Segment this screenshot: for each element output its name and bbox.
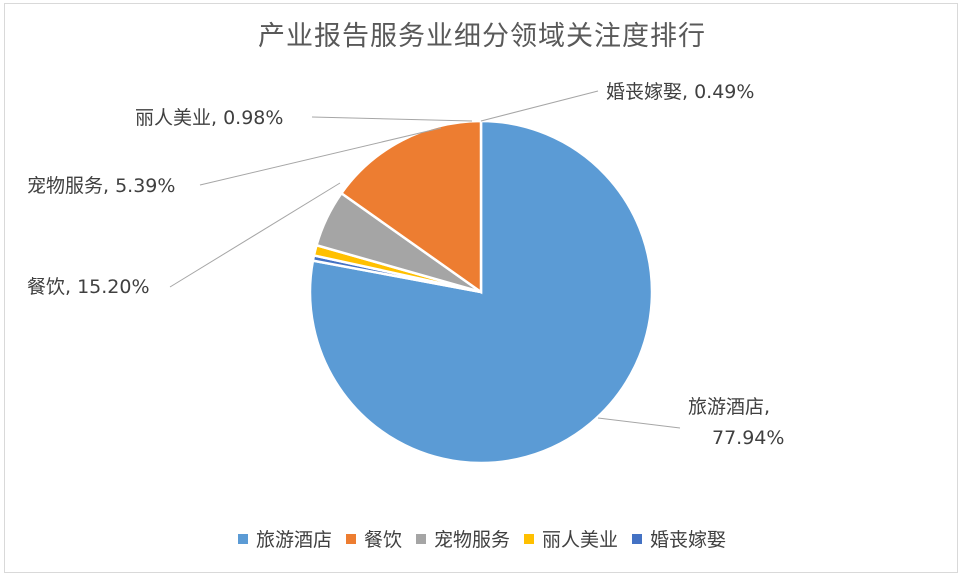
legend-swatch <box>345 533 356 544</box>
pie-slices <box>308 119 654 465</box>
legend-label: 餐饮 <box>363 529 402 551</box>
chart-title: 产业报告服务业细分领域关注度排行 <box>258 21 706 52</box>
leader-line <box>311 116 473 122</box>
legend-item: 婚丧嫁娶 <box>632 525 726 552</box>
data-label: 丽人美业, 0.98% <box>135 107 283 129</box>
legend-label: 旅游酒店 <box>255 529 332 551</box>
data-label-name: 旅游酒店, <box>688 396 770 418</box>
legend: 旅游酒店 餐饮 宠物服务 丽人美业 婚丧嫁娶 <box>0 525 964 552</box>
legend-swatch <box>524 533 534 544</box>
legend-item: 宠物服务 <box>415 525 510 552</box>
data-label: 婚丧嫁娶, 0.49% <box>606 81 754 103</box>
data-label: 宠物服务, 5.39% <box>27 175 175 197</box>
legend-item: 旅游酒店 <box>237 525 332 552</box>
leader-line <box>199 127 442 186</box>
legend-item: 丽人美业 <box>524 525 618 552</box>
pie-slice <box>339 119 483 295</box>
legend-label: 婚丧嫁娶 <box>650 529 727 551</box>
legend-swatch <box>632 533 643 544</box>
leader-line <box>480 90 599 122</box>
data-label: 餐饮, 15.20% <box>27 276 150 298</box>
legend-label: 宠物服务 <box>433 529 510 551</box>
legend-swatch <box>415 533 426 544</box>
leader-line <box>597 417 681 429</box>
legend-label: 丽人美业 <box>542 529 619 551</box>
data-label-value: 77.94% <box>712 427 784 449</box>
leader-line <box>169 182 341 288</box>
legend-item: 餐饮 <box>345 525 402 552</box>
legend-swatch <box>237 533 248 544</box>
pie-slice <box>308 119 654 465</box>
